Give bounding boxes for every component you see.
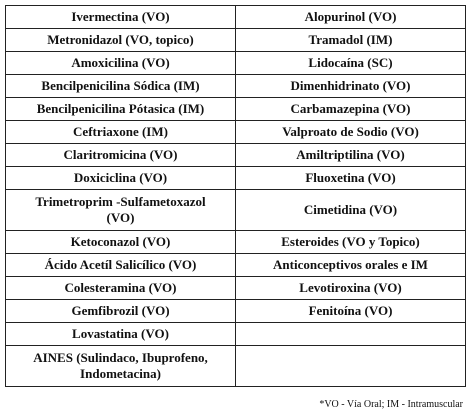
table-cell: Ácido Acetíl Salicílico (VO) <box>5 253 236 277</box>
table-cell: Lidocaína (SC) <box>235 51 466 75</box>
table-cell: Claritromicina (VO) <box>5 143 236 167</box>
table-cell: AINES (Sulindaco, Ibuprofeno, Indometaci… <box>5 345 236 387</box>
table-row: Lovastatina (VO) <box>5 322 466 346</box>
table-cell: Amiltriptilina (VO) <box>235 143 466 167</box>
footnote: *VO - Vía Oral; IM - Intramuscular <box>319 399 463 410</box>
table-cell: Esteroides (VO y Topico) <box>235 230 466 254</box>
table-cell: Bencilpenicilina Pótasica (IM) <box>5 97 236 121</box>
table-row: Bencilpenicilina Pótasica (IM) Carbamazep… <box>5 97 466 121</box>
table-row: Bencilpenicilina Sódica (IM) Dimenhidrina… <box>5 74 466 98</box>
table-cell: Carbamazepina (VO) <box>235 97 466 121</box>
table-cell: Tramadol (IM) <box>235 28 466 52</box>
table-cell: Cimetidina (VO) <box>235 189 466 231</box>
table-cell: Gemfibrozil (VO) <box>5 299 236 323</box>
table-row: Amoxicilina (VO) Lidocaína (SC) <box>5 51 466 75</box>
table-cell: Alopurinol (VO) <box>235 5 466 29</box>
table-row: Ceftriaxone (IM) Valproato de Sodio (VO) <box>5 120 466 144</box>
table-cell <box>235 345 466 387</box>
table-cell: Dimenhidrinato (VO) <box>235 74 466 98</box>
table-row: Gemfibrozil (VO) Fenitoína (VO) <box>5 299 466 323</box>
table-cell: Levotiroxina (VO) <box>235 276 466 300</box>
table-cell: Colesteramina (VO) <box>5 276 236 300</box>
table-cell: Fenitoína (VO) <box>235 299 466 323</box>
table-cell: Metronidazol (VO, topico) <box>5 28 236 52</box>
table-row: Ivermectina (VO) Alopurinol (VO) <box>5 5 466 29</box>
table-row: Ácido Acetíl Salicílico (VO) Anticoncepti… <box>5 253 466 277</box>
table-cell: Amoxicilina (VO) <box>5 51 236 75</box>
table-row: Claritromicina (VO) Amiltriptilina (VO) <box>5 143 466 167</box>
table-cell: Trimetroprim -Sulfametoxazol (VO) <box>5 189 236 231</box>
table-row: AINES (Sulindaco, Ibuprofeno, Indometaci… <box>5 345 466 387</box>
table-row: Doxiciclina (VO) Fluoxetina (VO) <box>5 166 466 190</box>
table-cell: Lovastatina (VO) <box>5 322 236 346</box>
table-cell: Bencilpenicilina Sódica (IM) <box>5 74 236 98</box>
table-row: Metronidazol (VO, topico) Tramadol (IM) <box>5 28 466 52</box>
table-cell: Valproato de Sodio (VO) <box>235 120 466 144</box>
table-cell <box>235 322 466 346</box>
table-cell: Ivermectina (VO) <box>5 5 236 29</box>
drug-table: Ivermectina (VO) Alopurinol (VO) Metronida… <box>5 5 466 387</box>
table-row: Trimetroprim -Sulfametoxazol (VO) Cimetid… <box>5 189 466 231</box>
table-cell: Doxiciclina (VO) <box>5 166 236 190</box>
table-cell: Fluoxetina (VO) <box>235 166 466 190</box>
table-row: Ketoconazol (VO) Esteroides (VO y Topico) <box>5 230 466 254</box>
table-row: Colesteramina (VO) Levotiroxina (VO) <box>5 276 466 300</box>
table-cell: Anticonceptivos orales e IM <box>235 253 466 277</box>
table-cell: Ceftriaxone (IM) <box>5 120 236 144</box>
table-cell: Ketoconazol (VO) <box>5 230 236 254</box>
